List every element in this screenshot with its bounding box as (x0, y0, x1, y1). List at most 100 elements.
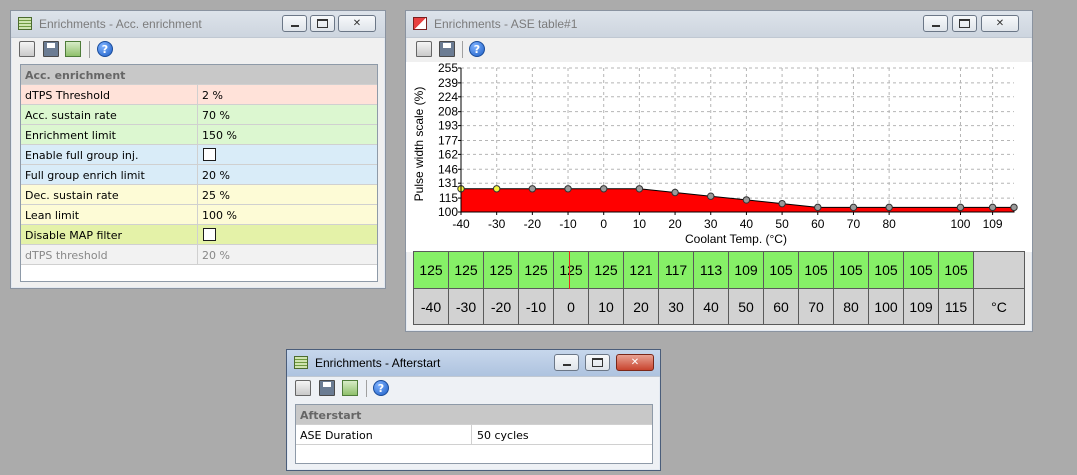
table-value-cell[interactable]: 125 (588, 251, 624, 289)
data-point[interactable] (956, 203, 965, 212)
table-temp-cell[interactable]: 40 (693, 288, 729, 325)
table-value-cell[interactable]: 125 (553, 251, 589, 289)
help-icon[interactable]: ? (97, 41, 113, 57)
table-value-cell[interactable]: 125 (413, 251, 449, 289)
window-toggle-icon[interactable] (342, 380, 358, 396)
maximize-button[interactable] (952, 15, 977, 32)
table-value-cell[interactable]: 125 (483, 251, 519, 289)
help-icon[interactable]: ? (373, 380, 389, 396)
table-value-cell[interactable]: 125 (518, 251, 554, 289)
data-point[interactable] (635, 185, 644, 193)
table-value-cell[interactable]: 105 (833, 251, 869, 289)
property-row[interactable]: Acc. sustain rate 70 % (21, 105, 377, 125)
property-row[interactable]: Full group enrich limit 20 % (21, 165, 377, 185)
x-axis-label: Coolant Temp. (°C) (685, 232, 787, 246)
table-temp-cell[interactable]: 80 (833, 288, 869, 325)
table-temp-cell[interactable]: 70 (798, 288, 834, 325)
open-folder-icon[interactable] (295, 380, 311, 396)
property-value[interactable]: 2 % (202, 89, 223, 102)
help-icon[interactable]: ? (469, 41, 485, 57)
table-temp-cell[interactable]: 109 (903, 288, 939, 325)
enable-full-group-checkbox[interactable] (203, 148, 216, 161)
table-value-cell[interactable]: 105 (903, 251, 939, 289)
minimize-button[interactable] (282, 15, 307, 32)
x-tick-label: 70 (847, 217, 861, 231)
data-point[interactable] (564, 185, 572, 193)
open-folder-icon[interactable] (416, 41, 432, 57)
table-temp-cell[interactable]: 30 (658, 288, 694, 325)
property-value[interactable]: 20 % (202, 169, 230, 182)
close-button[interactable]: ✕ (338, 15, 376, 32)
property-value[interactable]: 100 % (202, 209, 237, 222)
table-temp-cell[interactable]: 20 (623, 288, 659, 325)
acc-titlebar[interactable]: Enrichments - Acc. enrichment ✕ (11, 11, 385, 38)
property-row[interactable]: Enrichment limit 150 % (21, 125, 377, 145)
data-point[interactable] (778, 199, 786, 208)
data-point[interactable] (1010, 203, 1018, 212)
maximize-button[interactable] (310, 15, 335, 32)
table-value-cell[interactable]: 121 (623, 251, 659, 289)
data-point[interactable] (849, 203, 858, 212)
ase-titlebar[interactable]: Enrichments - ASE table#1 ✕ (406, 11, 1032, 38)
ase-toolbar: ? (406, 38, 1032, 60)
data-point[interactable] (988, 203, 997, 212)
data-point[interactable] (814, 203, 822, 212)
data-point[interactable] (707, 192, 715, 200)
open-folder-icon[interactable] (19, 41, 35, 57)
table-value-cell[interactable]: 105 (798, 251, 834, 289)
table-value-cell[interactable]: 113 (693, 251, 729, 289)
property-row[interactable]: Lean limit 100 % (21, 205, 377, 225)
close-button[interactable]: ✕ (616, 354, 654, 371)
data-point[interactable] (600, 185, 608, 193)
afterstart-titlebar[interactable]: Enrichments - Afterstart ✕ (287, 350, 660, 377)
table-temp-cell[interactable]: 10 (588, 288, 624, 325)
property-row[interactable]: Dec. sustain rate 25 % (21, 185, 377, 205)
table-temp-cell[interactable]: -10 (518, 288, 554, 325)
property-value[interactable]: 70 % (202, 109, 230, 122)
table-value-cell[interactable]: 105 (868, 251, 904, 289)
property-row[interactable]: ASE Duration 50 cycles (296, 425, 652, 445)
property-row[interactable]: Disable MAP filter (21, 225, 377, 245)
data-point[interactable] (885, 203, 893, 212)
data-point[interactable] (528, 185, 537, 193)
save-icon[interactable] (439, 41, 455, 57)
table-temp-cell[interactable]: 50 (728, 288, 764, 325)
minimize-button[interactable] (554, 354, 579, 371)
table-value-cell[interactable]: 109 (728, 251, 764, 289)
property-row[interactable]: dTPS Threshold 2 % (21, 85, 377, 105)
property-label: dTPS Threshold (25, 89, 111, 102)
table-temp-cell[interactable]: 0 (553, 288, 589, 325)
data-point[interactable] (742, 196, 751, 204)
table-temp-cell[interactable]: -30 (448, 288, 484, 325)
y-axis-label: Pulse width scale (%) (412, 87, 426, 202)
table-temp-cell[interactable]: 115 (938, 288, 974, 325)
y-tick-label: 224 (438, 90, 458, 104)
table-temp-cell[interactable]: 100 (868, 288, 904, 325)
property-value[interactable]: 50 cycles (477, 429, 529, 442)
disable-map-filter-checkbox[interactable] (203, 228, 216, 241)
table-value-cell[interactable]: 105 (938, 251, 974, 289)
data-point[interactable] (492, 185, 501, 193)
table-value-cell[interactable]: 105 (763, 251, 799, 289)
table-temp-cell[interactable]: -20 (483, 288, 519, 325)
table-corner-cell (973, 251, 1025, 289)
table-value-cell[interactable]: 125 (448, 251, 484, 289)
property-value[interactable]: 25 % (202, 189, 230, 202)
table-temp-cell[interactable]: 60 (763, 288, 799, 325)
property-value[interactable]: 150 % (202, 129, 237, 142)
ase-window-title: Enrichments - ASE table#1 (434, 17, 578, 31)
data-point[interactable] (671, 188, 679, 197)
table-temp-cell[interactable]: -40 (413, 288, 449, 325)
save-icon[interactable] (319, 380, 335, 396)
acc-enrichment-window: Enrichments - Acc. enrichment ✕ ? Acc. e… (10, 10, 386, 289)
window-toggle-icon[interactable] (65, 41, 81, 57)
maximize-button[interactable] (585, 354, 610, 371)
property-label: Acc. sustain rate (25, 109, 117, 122)
save-icon[interactable] (43, 41, 59, 57)
minimize-button[interactable] (923, 15, 948, 32)
property-label: Full group enrich limit (25, 169, 145, 182)
property-row[interactable]: Enable full group inj. (21, 145, 377, 165)
table-value-cell[interactable]: 117 (658, 251, 694, 289)
close-button[interactable]: ✕ (981, 15, 1019, 32)
